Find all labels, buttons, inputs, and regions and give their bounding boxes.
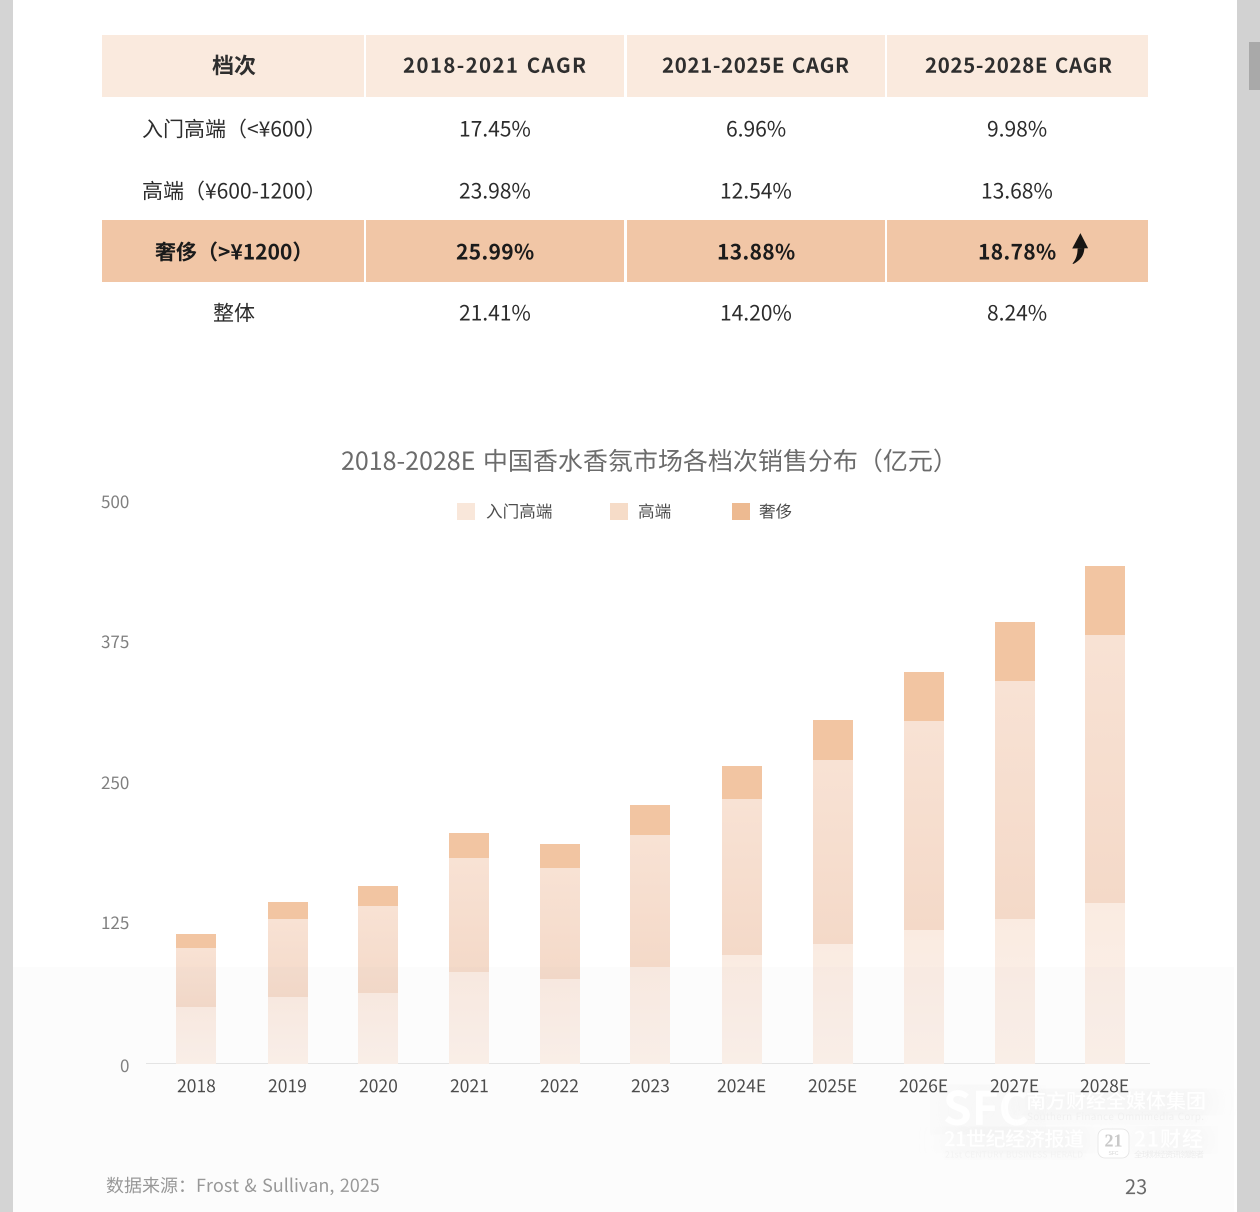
svg-text:21: 21	[1105, 1131, 1123, 1151]
svg-text:SFC: SFC	[1109, 1151, 1119, 1157]
